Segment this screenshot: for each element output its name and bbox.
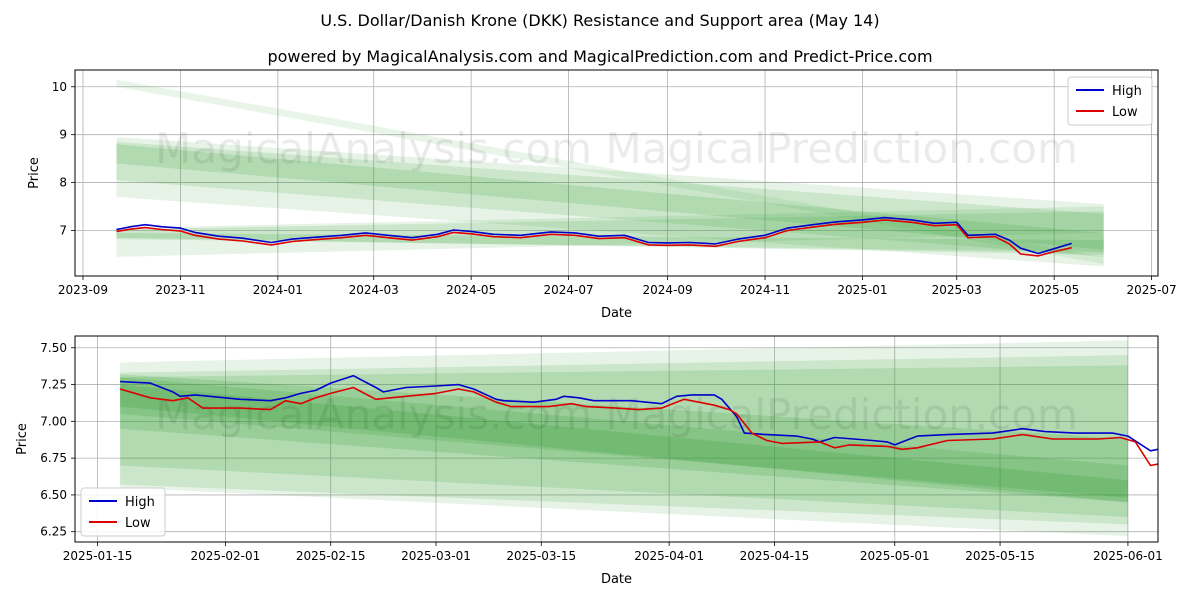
- series-line-high: [116, 216, 1072, 255]
- y-tick-label: 8: [59, 176, 67, 190]
- prediction-band: [116, 137, 1104, 267]
- x-tick-label: 2025-04-15: [740, 549, 810, 563]
- x-axis-label: Date: [601, 306, 632, 321]
- series-line-low: [116, 219, 1072, 257]
- legend-label-high: High: [1112, 84, 1142, 99]
- x-tick-label: 2023-09: [58, 283, 108, 297]
- x-tick-label: 2025-05-01: [860, 549, 930, 563]
- chart-title: U.S. Dollar/Danish Krone (DKK) Resistanc…: [320, 11, 879, 30]
- axes-frame: [74, 335, 1159, 543]
- y-tick-label: 7.25: [40, 378, 67, 392]
- y-tick-label: 7.50: [40, 341, 67, 355]
- x-tick-label: 2023-11: [155, 283, 205, 297]
- x-tick-label: 2024-11: [740, 283, 790, 297]
- prediction-band: [120, 374, 1128, 503]
- top-panel: MagicalAnalysis.com MagicalPrediction.co…: [27, 69, 1177, 321]
- prediction-band: [120, 384, 1128, 503]
- series-line-low: [119, 386, 1158, 467]
- x-tick-label: 2025-01-15: [63, 549, 133, 563]
- prediction-band: [116, 211, 1104, 253]
- bottom-panel: MagicalAnalysis.com MagicalPrediction.co…: [15, 335, 1163, 587]
- prediction-band: [116, 232, 1104, 255]
- legend-label-high: High: [125, 495, 155, 510]
- legend-label-low: Low: [125, 516, 151, 531]
- prediction-band: [120, 340, 1128, 537]
- x-tick-label: 2024-01: [253, 283, 303, 297]
- chart-subtitle: powered by MagicalAnalysis.com and Magic…: [267, 47, 932, 66]
- legend-label-low: Low: [1112, 105, 1138, 120]
- watermark-text: MagicalAnalysis.com MagicalPrediction.co…: [155, 390, 1078, 439]
- y-tick-label: 10: [52, 80, 67, 94]
- y-tick-label: 7.00: [40, 414, 67, 428]
- plot-area: MagicalAnalysis.com MagicalPrediction.co…: [75, 336, 1158, 542]
- y-axis-label: Price: [27, 157, 42, 189]
- x-tick-label: 2024-03: [349, 283, 399, 297]
- x-tick-label: 2025-04-01: [634, 549, 704, 563]
- y-tick-label: 6.25: [40, 525, 67, 539]
- x-tick-label: 2025-06-01: [1093, 549, 1163, 563]
- x-tick-label: 2025-05: [1029, 283, 1079, 297]
- x-tick-label: 2024-05: [446, 283, 496, 297]
- x-tick-label: 2025-05-15: [965, 549, 1035, 563]
- y-tick-label: 7: [59, 223, 67, 237]
- prediction-band: [116, 206, 1104, 257]
- y-tick-label: 9: [59, 128, 67, 142]
- x-tick-label: 2025-03: [932, 283, 982, 297]
- legend: High Low: [1067, 76, 1153, 126]
- x-tick-label: 2024-07: [544, 283, 594, 297]
- y-tick-label: 6.50: [40, 488, 67, 502]
- axes-frame: [74, 69, 1159, 277]
- y-axis-label: Price: [15, 423, 30, 455]
- x-axis-label: Date: [601, 572, 632, 587]
- x-tick-label: 2025-01: [837, 283, 887, 297]
- x-tick-label: 2024-09: [643, 283, 693, 297]
- prediction-band: [120, 377, 1128, 498]
- x-tick-label: 2025-03-15: [506, 549, 576, 563]
- plot-area: MagicalAnalysis.com MagicalPrediction.co…: [75, 70, 1158, 276]
- x-tick-label: 2025-07: [1127, 283, 1177, 297]
- x-tick-label: 2025-02-15: [296, 549, 366, 563]
- legend: High Low: [80, 487, 166, 537]
- series-line-high: [120, 374, 1158, 452]
- x-tick-label: 2025-02-01: [191, 549, 261, 563]
- prediction-band: [116, 141, 1104, 257]
- watermark-text: MagicalAnalysis.com MagicalPrediction.co…: [155, 124, 1078, 173]
- prediction-band: [120, 365, 1128, 517]
- y-tick-label: 6.75: [40, 451, 67, 465]
- x-tick-label: 2025-03-01: [401, 549, 471, 563]
- prediction-band: [116, 79, 1104, 265]
